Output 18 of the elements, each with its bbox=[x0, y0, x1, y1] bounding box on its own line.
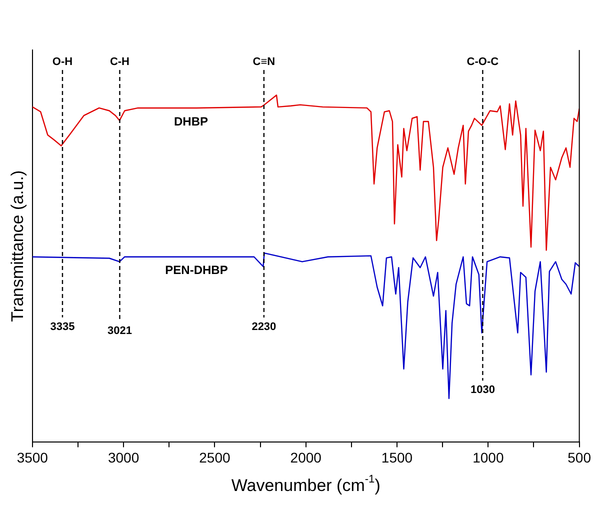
text: O-H bbox=[52, 56, 73, 68]
x-tick-label: 3000 bbox=[108, 449, 140, 466]
ref-line-label: 1030 bbox=[470, 384, 495, 396]
x-tick-label: 2500 bbox=[199, 449, 230, 466]
x-tick-label: 1000 bbox=[472, 449, 504, 466]
ref-line-label: 3021 bbox=[107, 325, 132, 338]
x-tick-label: 3500 bbox=[16, 449, 48, 466]
y-axis-title: Transmittance (a.u.) bbox=[8, 170, 27, 322]
x-tick-label: 500 bbox=[568, 449, 592, 466]
text: C≡N bbox=[252, 56, 276, 68]
x-tick-label: 2000 bbox=[290, 449, 322, 466]
x-tick-label: 1500 bbox=[381, 449, 413, 466]
text: C-O-C bbox=[466, 56, 499, 68]
ref-line-label: 2230 bbox=[252, 321, 276, 334]
text: C-H bbox=[110, 56, 130, 68]
ref-line-label: 3335 bbox=[50, 320, 75, 333]
series-label: DHBP bbox=[174, 114, 208, 128]
series-label: PEN-DHBP bbox=[165, 263, 228, 278]
